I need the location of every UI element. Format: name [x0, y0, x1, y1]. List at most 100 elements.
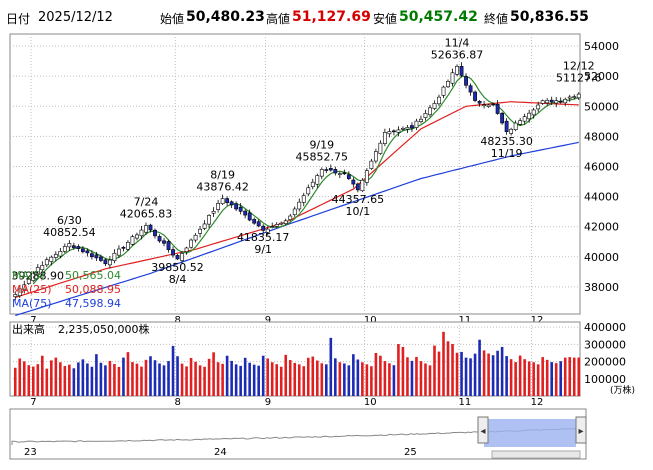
- arrow-right-icon: ▸: [578, 426, 583, 437]
- price-tick-label: 50000: [584, 100, 619, 113]
- volume-tick-label: 300000: [584, 338, 626, 351]
- candle-body: [252, 219, 257, 224]
- price-tick-label: 42000: [584, 221, 619, 234]
- volume-bar: [113, 363, 116, 396]
- volume-title: 出来高: [12, 322, 45, 336]
- legend-ma-value: 50,565.04: [65, 269, 121, 282]
- high-value: 51,127.69: [292, 9, 371, 25]
- volume-bar: [131, 362, 134, 396]
- candle-body: [135, 234, 139, 239]
- candle-body: [477, 101, 482, 104]
- volume-latest: 2,235,050,000株: [58, 322, 149, 336]
- navigator-panel[interactable]: ◂ ▸ 23 24 25: [9, 408, 587, 460]
- candle-body: [373, 151, 378, 162]
- volume-bar: [415, 356, 418, 396]
- annotation-value: 52636.87: [431, 49, 484, 62]
- candle-body: [22, 284, 27, 291]
- navigator-scrollbar[interactable]: [491, 450, 581, 459]
- volume-bar: [311, 356, 315, 396]
- candle-body: [283, 220, 288, 224]
- volume-bar: [230, 360, 233, 396]
- candle-body: [369, 160, 374, 169]
- volume-bar: [491, 355, 495, 396]
- volume-bar: [379, 355, 382, 396]
- volume-bar: [559, 361, 563, 396]
- date-label: 日付: [6, 12, 31, 26]
- volume-bar: [478, 339, 481, 396]
- volume-bar: [315, 360, 319, 396]
- candle-body: [455, 65, 459, 75]
- volume-bar: [68, 364, 71, 396]
- volume-bar: [284, 354, 288, 396]
- volume-bar: [388, 363, 391, 396]
- volume-bar: [104, 365, 107, 396]
- annotation-date: 8/19: [210, 168, 235, 181]
- candle-body: [387, 131, 392, 135]
- navigator-selection[interactable]: [484, 419, 576, 447]
- annotation-date: 7/24: [134, 196, 159, 209]
- candle-body: [261, 225, 266, 231]
- volume-bar: [261, 355, 265, 396]
- candle-body: [495, 104, 500, 114]
- candle-body: [139, 229, 144, 237]
- price-header: 日付 2025/12/12 始値 50,480.23 高値 51,127.69 …: [0, 0, 653, 34]
- volume-bar: [563, 357, 567, 396]
- candle-body: [234, 203, 239, 210]
- candle-body: [531, 109, 536, 116]
- candle-body: [522, 116, 527, 122]
- annotation-value: 39288.90: [12, 270, 65, 283]
- candle-body: [513, 122, 518, 130]
- candle-body: [315, 175, 320, 185]
- navigator-label: 23: [24, 447, 37, 458]
- volume-bar: [545, 359, 549, 396]
- volume-bar: [86, 363, 89, 396]
- candle-body: [44, 259, 49, 266]
- volume-bar: [171, 345, 175, 396]
- volume-bar: [455, 352, 459, 396]
- volume-month-label: 12: [531, 397, 544, 408]
- volume-bar: [257, 365, 260, 396]
- candle-body: [229, 201, 234, 206]
- candle-body: [536, 104, 541, 110]
- annotation-value: 41835.17: [237, 231, 290, 244]
- annotation-value: 40852.54: [43, 226, 96, 239]
- navigator-handle[interactable]: [477, 416, 489, 444]
- volume-bar: [31, 366, 35, 396]
- navigator-handle[interactable]: [575, 416, 587, 444]
- candle-body: [333, 169, 338, 174]
- candle-body: [401, 127, 405, 130]
- candle-body: [108, 259, 112, 266]
- candle-body: [567, 96, 572, 99]
- volume-bar: [144, 359, 148, 396]
- volume-bar: [140, 366, 143, 396]
- candle-body: [76, 246, 81, 249]
- volume-bar: [95, 354, 98, 396]
- legend-ma-value: 47,598.94: [65, 297, 121, 310]
- volume-bar: [54, 357, 58, 396]
- legend-ma-name: MA(75): [12, 297, 52, 310]
- volume-bar: [180, 363, 184, 396]
- volume-bar: [270, 362, 274, 396]
- volume-bar: [419, 361, 423, 396]
- volume-bar: [464, 357, 468, 396]
- volume-bar: [397, 344, 400, 396]
- candle-body: [207, 215, 211, 225]
- candle-body: [459, 66, 464, 76]
- volume-bar: [428, 365, 432, 396]
- candle-body: [49, 256, 54, 262]
- candle-body: [342, 172, 347, 175]
- candle-body: [31, 272, 36, 281]
- candle-body: [306, 187, 311, 195]
- price-month-label: 7: [30, 315, 36, 326]
- candle-body: [383, 132, 387, 144]
- candle-body: [509, 128, 514, 134]
- candle-body: [500, 112, 505, 124]
- volume-bar: [401, 346, 405, 396]
- candle-body: [121, 247, 126, 249]
- candle-body: [35, 267, 40, 275]
- close-value: 50,836.55: [510, 9, 589, 25]
- volume-bar: [45, 368, 49, 396]
- candle-body: [527, 112, 532, 120]
- volume-bar: [167, 361, 170, 396]
- price-tick-label: 54000: [584, 40, 619, 53]
